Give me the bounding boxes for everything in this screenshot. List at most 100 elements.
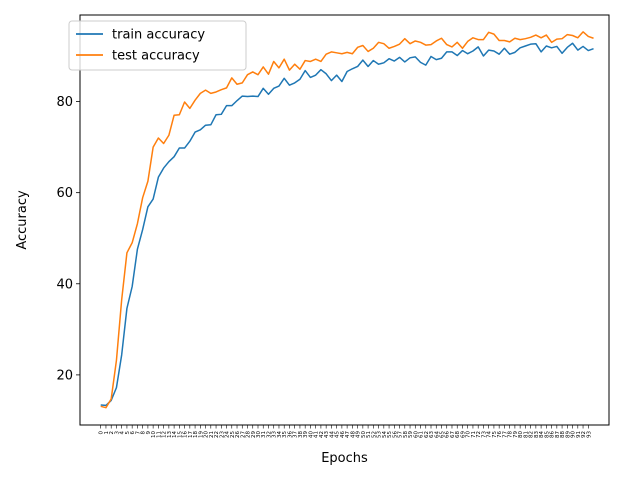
x-tick-label: 16 <box>183 430 189 437</box>
x-tick-label: 50 <box>361 431 367 438</box>
y-axis-label: Accuracy <box>15 190 30 250</box>
x-tick-label: 63 <box>429 431 435 438</box>
x-tick-label: 76 <box>497 430 503 437</box>
x-tick-label: 9 <box>146 430 152 434</box>
x-tick-label: 3 <box>114 431 120 435</box>
x-tick-label: 18 <box>193 431 199 438</box>
x-tick-label: 75 <box>492 431 498 438</box>
x-tick-label: 77 <box>502 431 508 438</box>
x-tick-label: 56 <box>392 431 398 438</box>
x-tick-label: 52 <box>371 431 377 438</box>
x-tick-label: 32 <box>266 431 272 438</box>
x-tick-label: 39 <box>303 431 309 438</box>
x-tick-label: 66 <box>445 430 451 437</box>
legend-label-1: test accuracy <box>112 49 200 64</box>
x-tick-label: 41 <box>314 431 320 438</box>
x-tick-label: 19 <box>198 430 204 437</box>
plot-area <box>80 15 609 425</box>
x-tick-label: 29 <box>251 430 257 437</box>
x-tick-label: 67 <box>450 431 456 438</box>
x-tick-label: 64 <box>434 431 440 438</box>
x-tick-label: 21 <box>209 431 215 438</box>
x-tick-label: 80 <box>518 430 524 437</box>
x-tick-label: 85 <box>544 431 550 438</box>
x-tick-label: 69 <box>460 430 466 437</box>
x-tick-label: 28 <box>246 431 252 438</box>
x-tick-label: 34 <box>277 430 283 437</box>
x-tick-label: 24 <box>225 431 231 438</box>
x-tick-label: 51 <box>366 431 372 438</box>
x-tick-label: 88 <box>560 431 566 438</box>
plot-frame <box>79 14 610 426</box>
x-tick-label: 30 <box>256 430 262 437</box>
series-lines <box>100 31 594 409</box>
x-tick-label: 7 <box>135 431 141 435</box>
x-tick-label: 2 <box>109 431 115 435</box>
x-tick-label: 81 <box>523 431 529 438</box>
x-tick-label: 55 <box>387 430 393 437</box>
x-tick-label: 10 <box>151 431 157 438</box>
x-tick-label: 22 <box>214 431 220 438</box>
y-tick-label: 40 <box>56 277 73 292</box>
x-tick-label: 25 <box>230 431 236 438</box>
x-tick-label: 23 <box>219 430 225 437</box>
x-tick-label: 12 <box>162 431 168 438</box>
x-tick-label: 37 <box>293 430 299 437</box>
x-tick-label: 65 <box>439 430 445 437</box>
x-tick-label: 92 <box>581 431 587 438</box>
x-tick-label: 70 <box>466 431 472 438</box>
x-tick-label: 54 <box>382 430 388 437</box>
x-tick-label: 86 <box>550 430 556 437</box>
x-tick-label: 91 <box>576 431 582 438</box>
x-tick-label: 74 <box>487 431 493 438</box>
x-tick-label: 40 <box>308 430 314 437</box>
x-tick-label: 72 <box>476 431 482 438</box>
x-tick-label: 78 <box>508 431 514 438</box>
x-tick-label: 33 <box>272 430 278 437</box>
x-tick-label: 0 <box>99 431 105 435</box>
legend-box <box>68 20 247 71</box>
x-tick-label: 62 <box>424 431 430 438</box>
x-tick-label: 5 <box>125 430 131 434</box>
x-tick-label: 46 <box>340 431 346 438</box>
x-tick-label: 68 <box>455 431 461 438</box>
x-tick-label: 35 <box>282 431 288 438</box>
x-tick-label: 15 <box>177 430 183 437</box>
x-tick-label: 61 <box>419 431 425 438</box>
x-tick-label: 73 <box>481 430 487 437</box>
series-line-1 <box>100 31 594 409</box>
x-tick-label: 11 <box>156 431 162 438</box>
x-tick-label: 14 <box>172 431 178 438</box>
x-tick-label: 79 <box>513 430 519 437</box>
x-tick-label: 45 <box>335 431 341 438</box>
y-tick-label: 20 <box>56 368 73 383</box>
x-tick-label: 6 <box>130 431 136 435</box>
x-tick-label: 71 <box>471 431 477 438</box>
x-tick-label: 42 <box>319 431 325 438</box>
x-tick-label: 20 <box>204 431 210 438</box>
x-tick-label: 82 <box>529 431 535 438</box>
x-tick-label: 84 <box>539 431 545 438</box>
y-tick-label: 80 <box>56 95 73 110</box>
x-tick-label: 13 <box>167 431 173 438</box>
x-axis-label: Epochs <box>321 451 368 466</box>
legend: train accuracy test accuracy <box>68 20 247 71</box>
x-tick-label: 27 <box>240 431 246 438</box>
x-tick-label: 59 <box>408 431 414 438</box>
x-tick-label: 87 <box>555 430 561 437</box>
x-tick-label: 31 <box>261 431 267 438</box>
x-tick-label: 89 <box>565 431 571 438</box>
x-tick-label: 53 <box>377 431 383 438</box>
x-tick-label: 44 <box>329 430 335 437</box>
x-tick-label: 4 <box>120 430 126 434</box>
legend-label-0: train accuracy <box>112 28 205 43</box>
x-tick-label: 58 <box>403 430 409 437</box>
x-tick-label: 17 <box>188 431 194 438</box>
x-tick-label: 1 <box>104 431 110 435</box>
x-tick-label: 93 <box>586 430 592 437</box>
x-tick-label: 48 <box>350 430 356 437</box>
x-tick-label: 38 <box>298 431 304 438</box>
x-tick-label: 83 <box>534 430 540 437</box>
